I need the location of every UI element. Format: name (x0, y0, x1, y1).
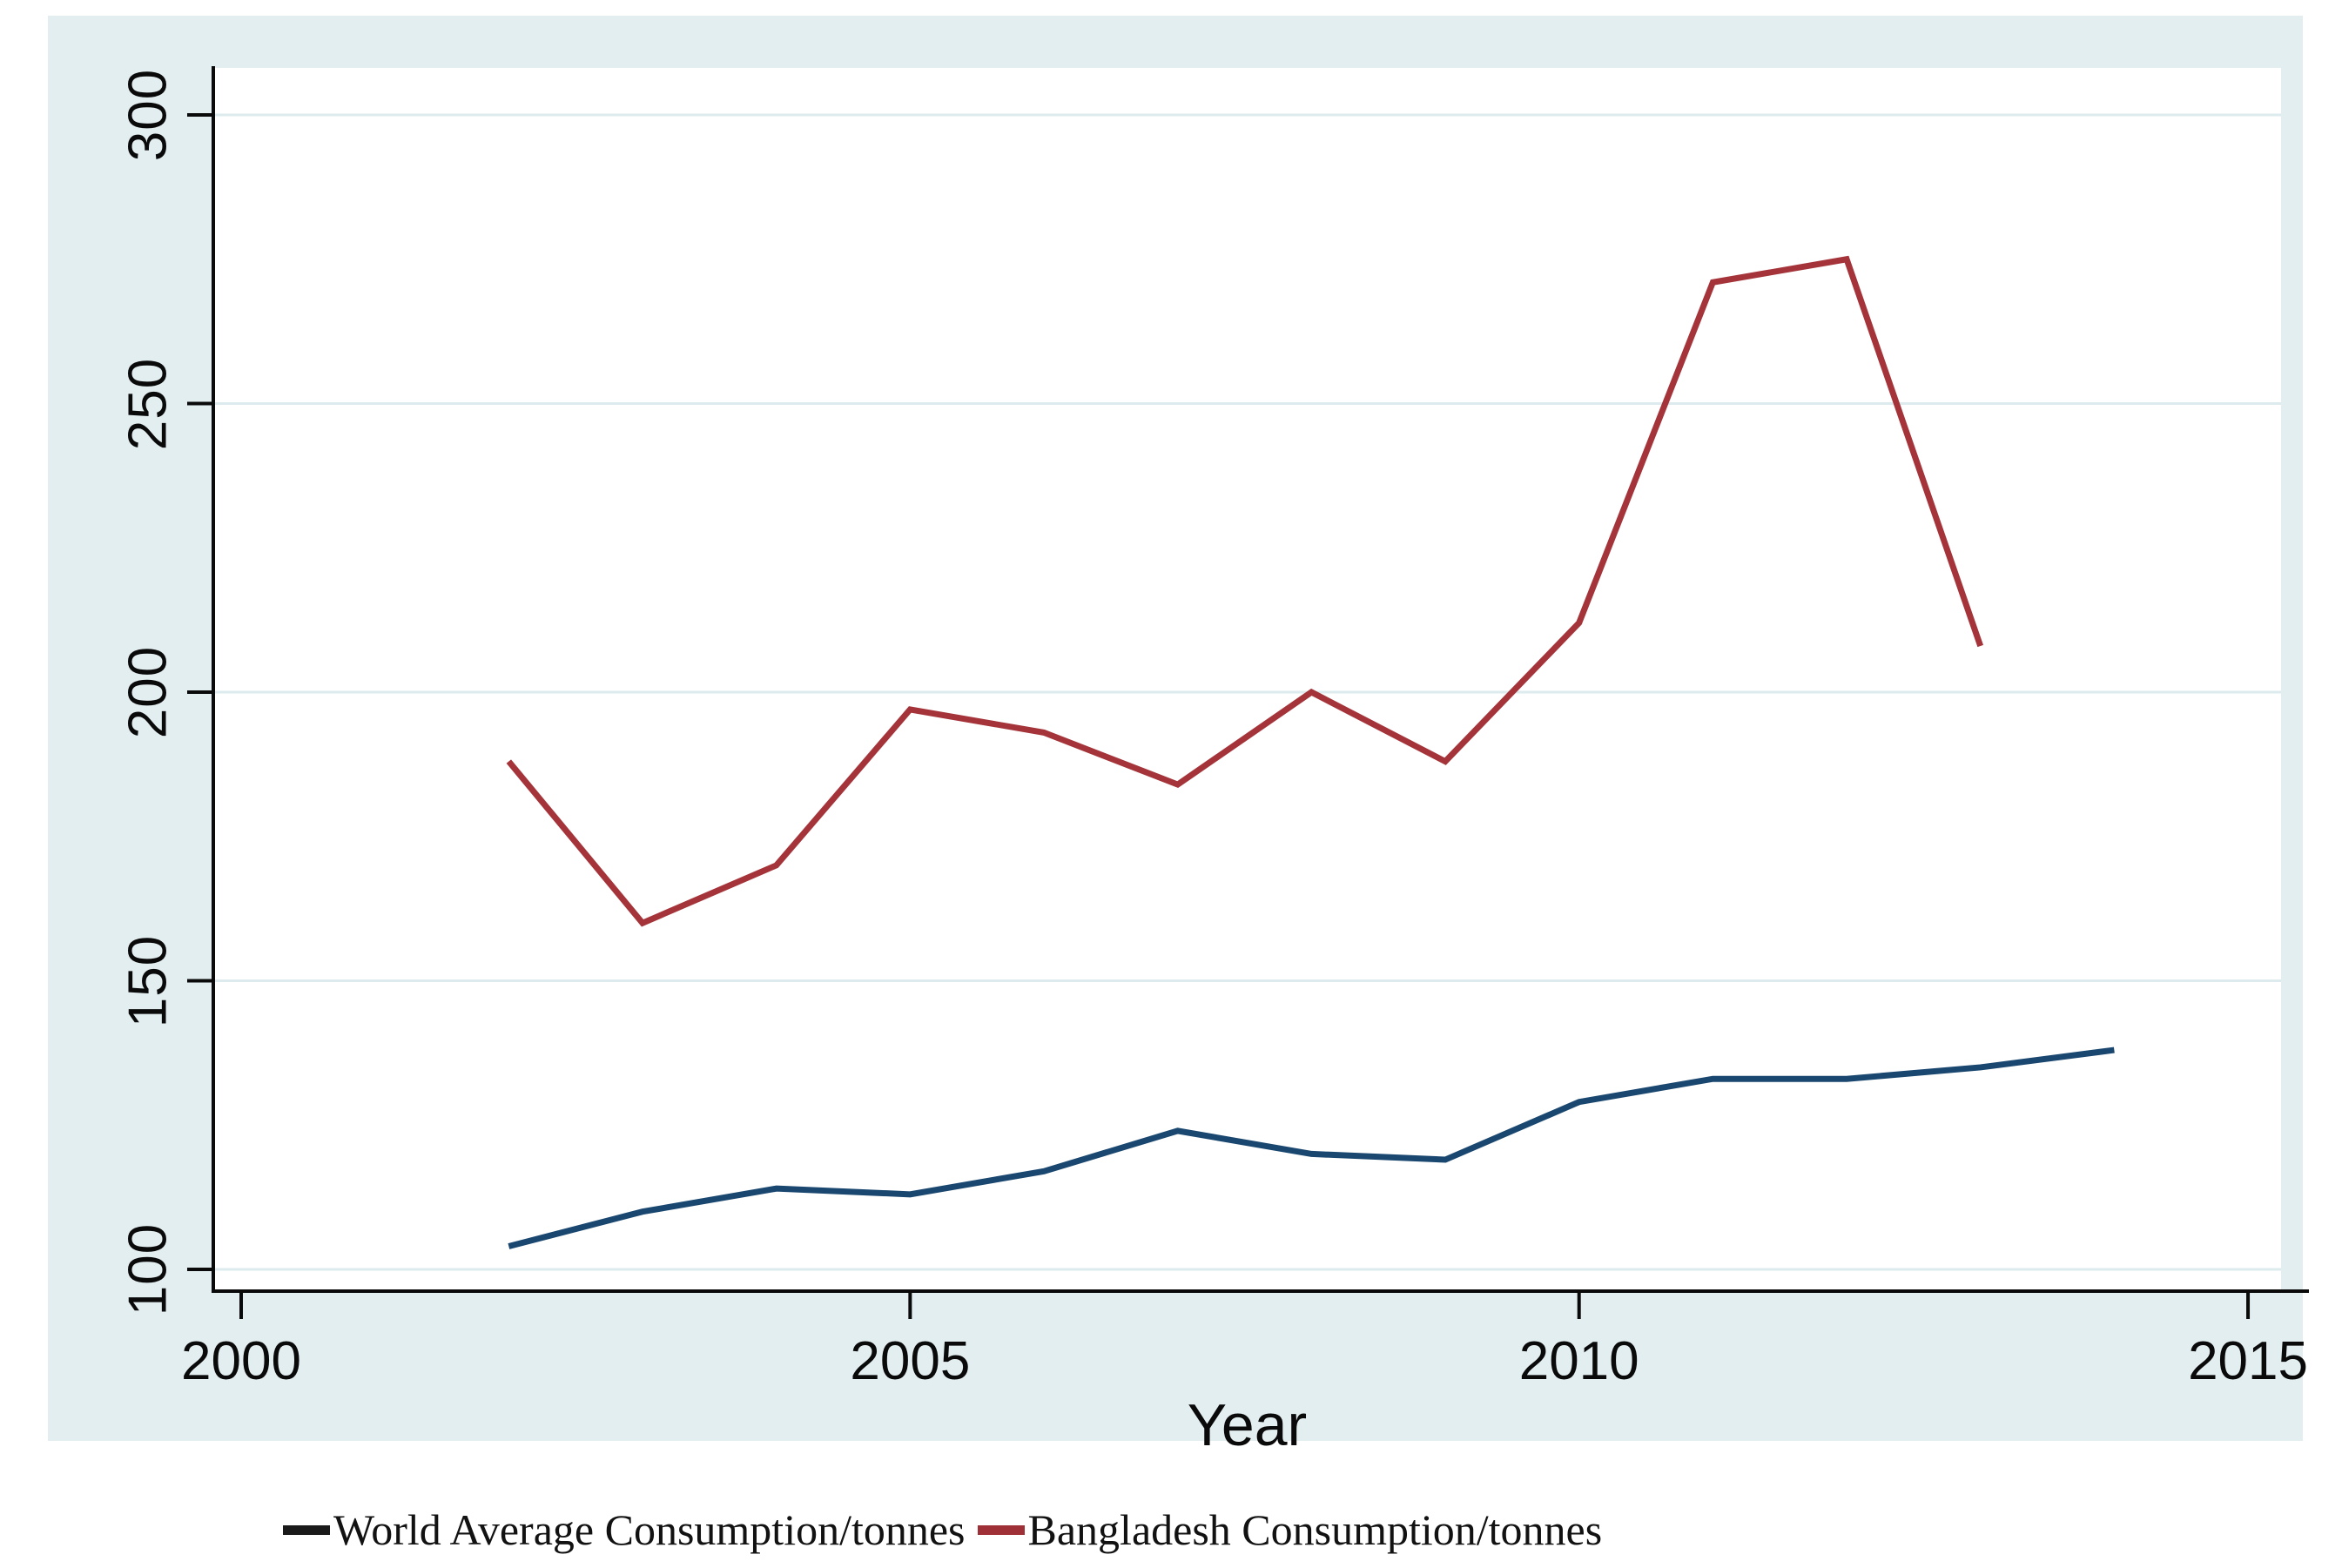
legend-label-world: World Average Consumption/tonnes (333, 1505, 966, 1554)
legend-item-bangladesh: Bangladesh Consumption/tonnes (977, 1504, 1603, 1555)
x-tick-label: 2015 (2188, 1331, 2309, 1391)
series-line-world (508, 1046, 2115, 1249)
x-tick-label: 2010 (1518, 1331, 1639, 1391)
plot-area (213, 68, 2281, 1291)
y-tick-label: 150 (118, 934, 178, 1027)
legend: World Average Consumption/tonnes Banglad… (283, 1504, 1614, 1555)
y-tick-label: 200 (118, 645, 178, 739)
legend-label-bangladesh: Bangladesh Consumption/tonnes (1027, 1505, 1603, 1554)
legend-marker-bangladesh-icon (977, 1524, 1025, 1535)
legend-item-world: World Average Consumption/tonnes (283, 1504, 966, 1555)
x-tick-label: 2005 (850, 1331, 971, 1391)
x-axis-title: Year (1187, 1392, 1308, 1458)
y-tick-label: 100 (118, 1222, 178, 1316)
y-tick-label: 250 (118, 357, 178, 450)
x-tick-label: 2000 (181, 1331, 301, 1391)
series-line-bangladesh (506, 255, 1984, 927)
legend-marker-world-icon (283, 1524, 330, 1535)
y-tick-label: 300 (118, 68, 178, 162)
